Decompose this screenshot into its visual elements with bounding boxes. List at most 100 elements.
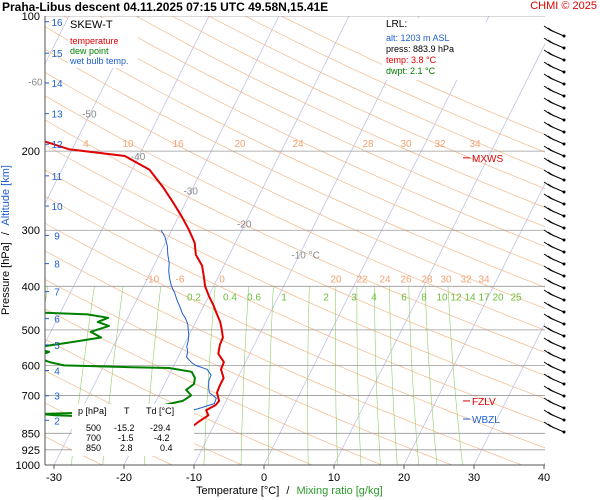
wind-barb-flag	[547, 255, 555, 261]
wind-barb-flag	[547, 39, 555, 45]
x-tick-label: -10	[186, 472, 202, 484]
levels-table-header-p: p [hPa]	[78, 406, 107, 416]
mixing-ratio-label: 25	[510, 292, 522, 303]
wind-barb	[543, 421, 566, 434]
lrl-title: LRL:	[386, 19, 408, 30]
levels-row-700-td: -4.2	[154, 433, 170, 443]
pressure-tick-label: 700	[22, 390, 40, 402]
altitude-tick-label: 11	[52, 172, 63, 183]
wind-barb	[543, 373, 566, 386]
dry-adiabat-line	[45, 169, 545, 400]
lrl-altitude: alt: 1203 m ASL	[386, 33, 450, 43]
wind-barb-flag	[543, 325, 551, 331]
mixing-ratio-label: 12	[450, 292, 462, 303]
wind-barb	[543, 265, 566, 278]
isotherm-line	[193, 16, 420, 465]
x-tick-label: 20	[398, 472, 410, 484]
wind-barb-flag	[547, 243, 555, 249]
dry-adiabat-line	[63, 16, 545, 247]
wind-barb-flag	[547, 411, 555, 417]
wind-barb-dot	[562, 94, 566, 98]
wind-barb-flag	[543, 85, 551, 91]
pressure-tick-label: 850	[22, 428, 40, 440]
altitude-tick-label: 3	[54, 392, 60, 403]
wind-barb-dot	[562, 346, 566, 350]
wind-barb-dot	[562, 310, 566, 314]
wind-barb	[543, 25, 566, 38]
level-markers: MXWS FZLV WBZL	[463, 154, 503, 426]
wind-barb-dot	[562, 274, 566, 278]
mixing-ratio-label: 8	[421, 292, 427, 303]
wind-barb-dot	[562, 238, 566, 242]
wind-barb-flag	[543, 37, 551, 43]
wind-barb-dot	[562, 358, 566, 362]
wind-barb-dot	[562, 334, 566, 338]
theta-label: 28	[421, 274, 433, 285]
wind-barb-dot	[562, 406, 566, 410]
theta-label: 32	[460, 274, 472, 285]
lrl-info-box	[382, 18, 486, 80]
wind-barb	[543, 337, 566, 350]
levels-table-header-td: Td [°C]	[146, 406, 175, 416]
x-tick-label: 30	[468, 472, 480, 484]
x-axis-label-temperature: Temperature [°C]	[196, 485, 280, 497]
wind-barb-dot	[562, 262, 566, 266]
wind-barb	[543, 409, 566, 422]
wind-barb-flag	[543, 349, 551, 355]
dry-adiabat-line	[45, 71, 545, 309]
x-tick-label: -30	[46, 472, 62, 484]
wind-barb-dot	[562, 370, 566, 374]
lrl-dewpoint: dwpt: 2.1 °C	[386, 66, 436, 76]
wind-barb-flag	[547, 195, 555, 201]
wind-barb-flag	[543, 61, 551, 67]
wind-barb-dot	[562, 430, 566, 434]
mixing-ratio-label: 0.2	[187, 292, 201, 303]
wind-barb-dot	[562, 418, 566, 422]
dry-adiabat-line	[45, 48, 545, 288]
mixing-ratio-label: 4	[371, 292, 377, 303]
wind-barb-flag	[547, 51, 555, 57]
wind-barb	[543, 145, 566, 158]
wind-barb-flag	[543, 97, 551, 103]
y-axis-label-pressure: Pressure [hPa]	[0, 242, 12, 315]
levels-row-850-t: 2.8	[120, 443, 133, 453]
wind-barb-dot	[562, 226, 566, 230]
pressure-tick-label: 100	[22, 11, 40, 23]
altitude-tick-label: 5	[54, 341, 60, 352]
wind-barb-dot	[562, 58, 566, 62]
wind-barb	[543, 157, 566, 170]
pressure-tick-label: 925	[22, 445, 40, 457]
wind-barb	[543, 301, 566, 314]
wind-barb-flag	[543, 289, 551, 295]
wind-barb	[543, 169, 566, 182]
wind-barb-flag	[543, 241, 551, 247]
theta-label: 4	[83, 139, 89, 150]
wind-barb-flag	[543, 337, 551, 343]
altitude-tick-label: 4	[54, 367, 60, 378]
x-axis-label-mixing-ratio: Mixing ratio [g/kg]	[296, 485, 383, 497]
wind-barb	[543, 61, 566, 74]
wind-barb-flag	[547, 315, 555, 321]
mixing-ratio-label: 10	[436, 292, 448, 303]
isotherm-line	[263, 16, 490, 465]
y-axis-label-separator: /	[0, 232, 12, 236]
x-tick-label: -20	[116, 472, 132, 484]
mixing-ratio-label: 0.4	[223, 292, 237, 303]
dry-adiabat-line	[135, 16, 545, 208]
altitude-tick-label: 10	[51, 202, 63, 213]
legend-item-temperature: temperature	[70, 36, 119, 46]
wind-barb-dot	[562, 34, 566, 38]
marker-label-fzlv: FZLV	[472, 397, 496, 408]
mixing-ratio-label: 3	[351, 292, 357, 303]
wind-barb-flag	[543, 205, 551, 211]
wind-barb-flag	[547, 135, 555, 141]
isotherm-label: -20	[237, 220, 252, 231]
isotherm-line	[473, 322, 545, 465]
dry-adiabat-line	[45, 95, 545, 331]
x-tick-label: 10	[328, 472, 340, 484]
wind-barb-dot	[562, 142, 566, 146]
wind-barb-flag	[547, 207, 555, 213]
levels-table-header-t: T	[124, 406, 130, 416]
